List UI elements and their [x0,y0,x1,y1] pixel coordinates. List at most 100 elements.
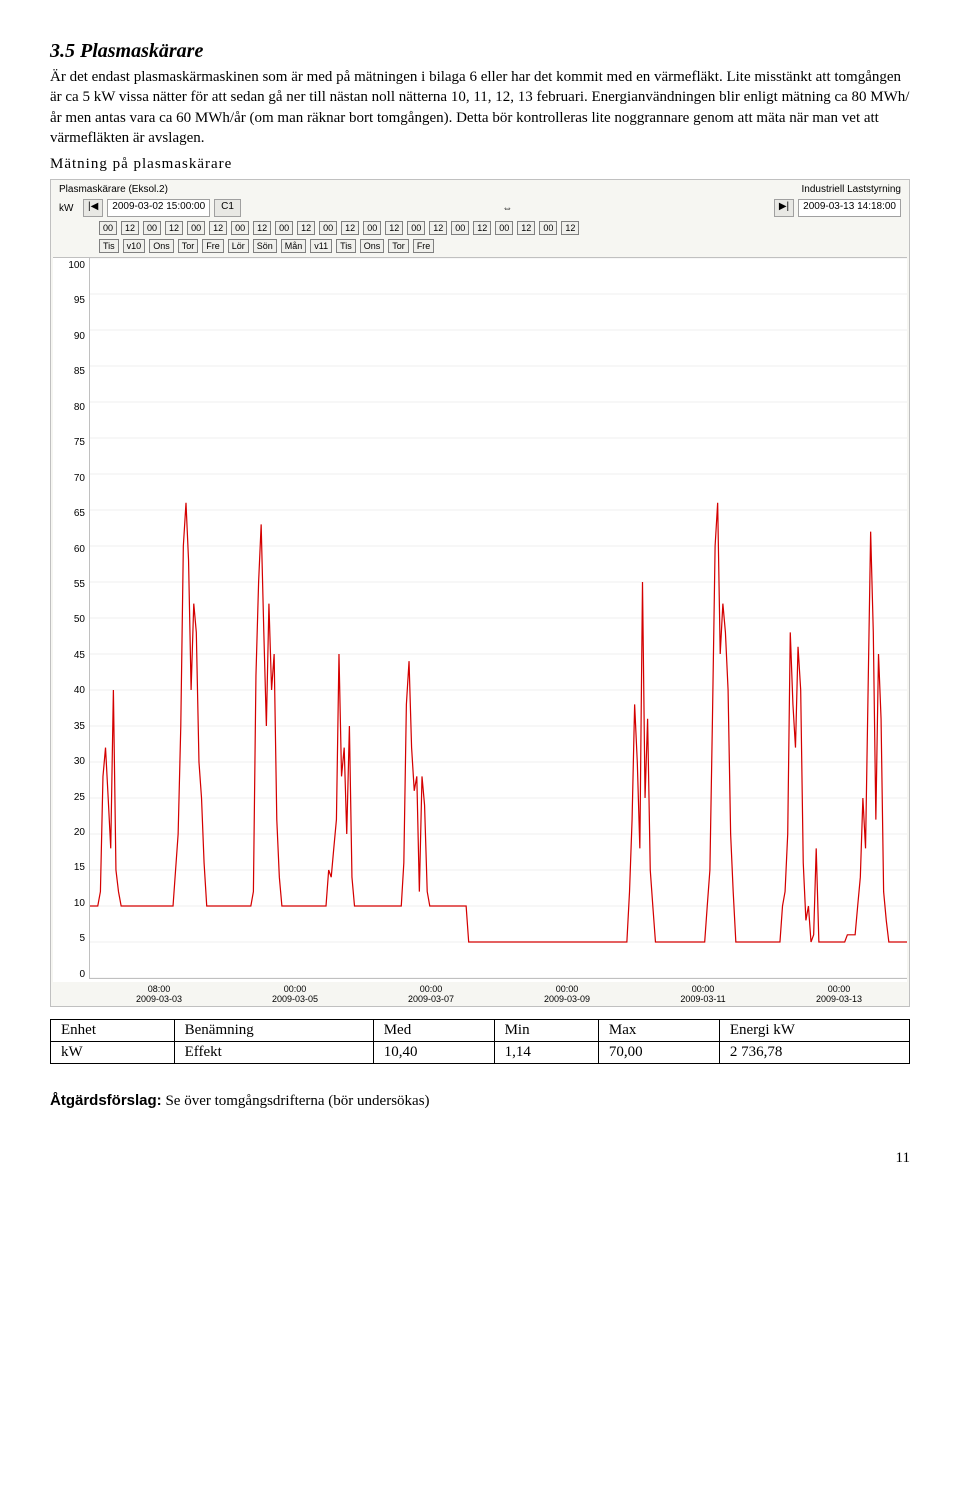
y-tick: 0 [55,969,85,980]
x-axis: 08:002009-03-0300:002009-03-0500:002009-… [91,982,907,1004]
y-tick: 45 [55,650,85,661]
x-tick: 00:002009-03-05 [227,984,363,1004]
day-tag: Tor [388,239,409,253]
day-tag: Ons [360,239,385,253]
y-tick: 85 [55,366,85,377]
table-cell: kW [51,1042,175,1064]
table-header-cell: Energi kW [719,1020,909,1042]
day-tag: Ons [149,239,174,253]
hour-tag: 12 [209,221,227,235]
page-number: 11 [50,1150,910,1167]
table-header-cell: Med [373,1020,494,1042]
y-tick: 100 [55,260,85,271]
action-label: Åtgärdsförslag: [50,1092,162,1109]
chart-hour-tags: 00 12 00 12 00 12 00 12 00 12 00 12 00 12 00 12 00 12 00 12… [53,221,765,239]
table-cell: 2 736,78 [719,1042,909,1064]
day-tag: Sön [253,239,277,253]
table-cell: 70,00 [598,1042,719,1064]
hour-tag: 12 [341,221,359,235]
hour-tag: 12 [429,221,447,235]
chart-header: Plasmaskärare (Eksol.2) Industriell Last… [53,182,907,199]
table-header-cell: Benämning [174,1020,373,1042]
hour-tag: 12 [121,221,139,235]
action-text: Se över tomgångsdrifterna (bör undersöka… [162,1093,430,1109]
y-tick: 70 [55,473,85,484]
hour-tag: 12 [473,221,491,235]
chart-title-right: Industriell Laststyrning [802,184,902,195]
x-tick: 08:002009-03-03 [91,984,227,1004]
day-tag: v11 [310,239,332,253]
hour-tag: 00 [275,221,293,235]
y-tick: 50 [55,614,85,625]
day-tag: Tis [336,239,356,253]
table-cell: 1,14 [494,1042,598,1064]
action-suggestion: Åtgärdsförslag: Se över tomgångsdriftern… [50,1092,910,1110]
y-tick: 40 [55,685,85,696]
hour-tag: 00 [539,221,557,235]
hour-tag: 00 [407,221,425,235]
hour-tag: 00 [187,221,205,235]
hour-tag: 12 [253,221,271,235]
y-tick: 65 [55,508,85,519]
day-tag: Mån [281,239,307,253]
table-header-cell: Enhet [51,1020,175,1042]
table-header-cell: Min [494,1020,598,1042]
table-cell: Effekt [174,1042,373,1064]
y-tick: 35 [55,721,85,732]
y-tick: 95 [55,295,85,306]
hour-tag: 00 [143,221,161,235]
chart-title-left: Plasmaskärare (Eksol.2) [59,184,168,195]
time-end[interactable]: 2009-03-13 14:18:00 [798,199,901,217]
chart-caption: Mätning på plasmaskärare [50,156,910,173]
y-axis: 1009590858075706560555045403530252015105… [53,258,89,982]
day-tag: Tor [178,239,199,253]
hour-tag: 00 [451,221,469,235]
x-tick: 00:002009-03-09 [499,984,635,1004]
hour-tag: 00 [99,221,117,235]
plot-area [89,258,907,979]
day-tag: Lör [228,239,249,253]
body-paragraph: Är det endast plasmaskärmaskinen som är … [50,67,910,148]
hour-tag: 00 [319,221,337,235]
hour-tag: 12 [517,221,535,235]
hour-tag: 12 [385,221,403,235]
table-header-row: EnhetBenämningMedMinMaxEnergi kW [51,1020,910,1042]
day-tag: Tis [99,239,119,253]
summary-table: EnhetBenämningMedMinMaxEnergi kW kWEffek… [50,1019,910,1064]
hour-tag: 00 [495,221,513,235]
hour-tag: 12 [297,221,315,235]
center-handle-icon[interactable]: ⇔ [245,203,770,214]
x-tick: 00:002009-03-07 [363,984,499,1004]
y-tick: 80 [55,402,85,413]
channel-c1-button[interactable]: C1 [214,199,241,217]
chart-day-tags: Tisv10OnsTorFreLörSönMånv11TisOnsTorFre [53,239,765,257]
y-tick: 90 [55,331,85,342]
hour-tag: 12 [165,221,183,235]
day-tag: Fre [413,239,435,253]
table-header-cell: Max [598,1020,719,1042]
y-tick: 25 [55,792,85,803]
table-cell: 10,40 [373,1042,494,1064]
hour-tag: 00 [231,221,249,235]
y-tick: 5 [55,933,85,944]
hour-tag: 00 [363,221,381,235]
y-tick: 20 [55,827,85,838]
x-tick: 00:002009-03-11 [635,984,771,1004]
table-row: kWEffekt10,401,1470,002 736,78 [51,1042,910,1064]
y-tick: 15 [55,862,85,873]
chart-toolbar: kW |◀ 2009-03-02 15:00:00 C1 ⇔ ▶| 2009-0… [53,199,907,221]
hour-tag: 12 [561,221,579,235]
chart-container: Plasmaskärare (Eksol.2) Industriell Last… [50,179,910,1007]
y-tick: 10 [55,898,85,909]
y-unit-label: kW [59,203,79,214]
nav-last-button[interactable]: ▶| [774,199,794,217]
nav-first-button[interactable]: |◀ [83,199,103,217]
plot-wrap: 1009590858075706560555045403530252015105… [53,257,907,982]
y-tick: 60 [55,544,85,555]
time-start[interactable]: 2009-03-02 15:00:00 [107,199,210,217]
line-chart-svg [90,258,907,978]
y-tick: 75 [55,437,85,448]
y-tick: 30 [55,756,85,767]
day-tag: Fre [202,239,224,253]
day-tag: v10 [123,239,146,253]
